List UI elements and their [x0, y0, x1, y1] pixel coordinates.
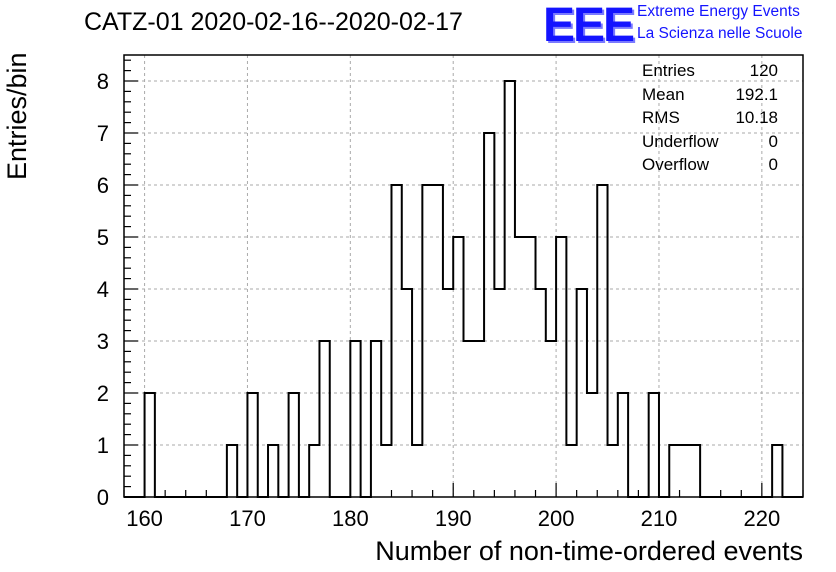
x-tick-label: 190	[435, 506, 472, 531]
axis-ticks	[123, 59, 804, 498]
y-tick-label: 8	[97, 69, 109, 94]
stats-value: 0	[768, 155, 778, 174]
y-tick-label: 3	[97, 329, 109, 354]
logo-tagline-1: Extreme Energy Events	[637, 3, 800, 20]
x-tick-label: 210	[641, 506, 678, 531]
histogram-bin	[484, 133, 494, 497]
x-axis-title: Number of non-time-ordered events	[375, 536, 803, 566]
y-tick-label: 2	[97, 381, 109, 406]
stats-value: 120	[749, 61, 778, 80]
histogram-bin	[227, 445, 237, 497]
histogram-bin	[464, 341, 474, 497]
plot-frame	[123, 54, 804, 498]
x-tick-label: 170	[229, 506, 266, 531]
histogram-bin	[371, 341, 381, 497]
x-tick-label: 180	[332, 506, 369, 531]
tick-labels: 160 170 180 190 200 210 220 0 1 2 3 4 5 6 7 8	[97, 69, 780, 531]
stats-box: Entries 120 Mean 192.1 RMS 10.18 Underflow 0 Ove…	[642, 59, 778, 177]
stats-row: Underflow 0	[642, 130, 778, 154]
stats-value: 0	[768, 131, 778, 151]
histogram-bin	[566, 445, 576, 497]
x-tick-label: 220	[743, 506, 780, 531]
y-tick-label: 0	[97, 485, 109, 510]
histogram-bin	[309, 445, 319, 497]
stats-label: Underflow	[642, 131, 719, 151]
histogram-bin	[556, 237, 566, 497]
stats-row: RMS 10.18	[642, 106, 778, 130]
x-tick-label: 200	[538, 506, 575, 531]
histogram-bin	[381, 445, 391, 497]
histogram-bin	[680, 445, 690, 497]
stats-value: 10.18	[735, 108, 778, 127]
histogram-bin	[474, 341, 484, 497]
y-tick-label: 1	[97, 433, 109, 458]
stats-row: Mean 192.1	[642, 83, 778, 107]
y-tick-label: 7	[97, 121, 109, 146]
histogram-bin	[525, 237, 535, 497]
stats-label: Mean	[642, 84, 685, 104]
histogram-bin	[319, 341, 329, 497]
histogram-bin	[515, 237, 525, 497]
y-axis-title: Entries/bin	[2, 52, 32, 180]
chart-title: CATZ-01 2020-02-16--2020-02-17	[84, 8, 463, 36]
eee-logo: EEE	[543, 0, 635, 52]
y-tick-label: 5	[97, 225, 109, 250]
histogram-bin	[412, 445, 422, 497]
histogram-bin	[772, 445, 782, 497]
histogram-bin	[453, 237, 463, 497]
histogram-bin	[690, 445, 700, 497]
stats-value: 192.1	[735, 84, 778, 104]
histogram-bin	[268, 445, 278, 497]
histogram-bin	[546, 341, 556, 497]
stats-label: RMS	[642, 108, 680, 127]
stats-label: Entries	[642, 61, 695, 80]
y-tick-label: 6	[97, 173, 109, 198]
histogram-bin	[350, 341, 360, 497]
logo-tagline-2: La Scienza nelle Scuole	[637, 25, 803, 42]
x-tick-label: 160	[126, 506, 163, 531]
histogram-outline	[124, 80, 803, 498]
y-tick-label: 4	[97, 277, 109, 302]
stats-label: Overflow	[642, 155, 710, 174]
histogram-bin	[669, 445, 679, 497]
stats-row: Entries 120	[642, 59, 778, 83]
histogram-bin	[608, 445, 618, 497]
stats-row: Overflow 0	[642, 153, 778, 177]
